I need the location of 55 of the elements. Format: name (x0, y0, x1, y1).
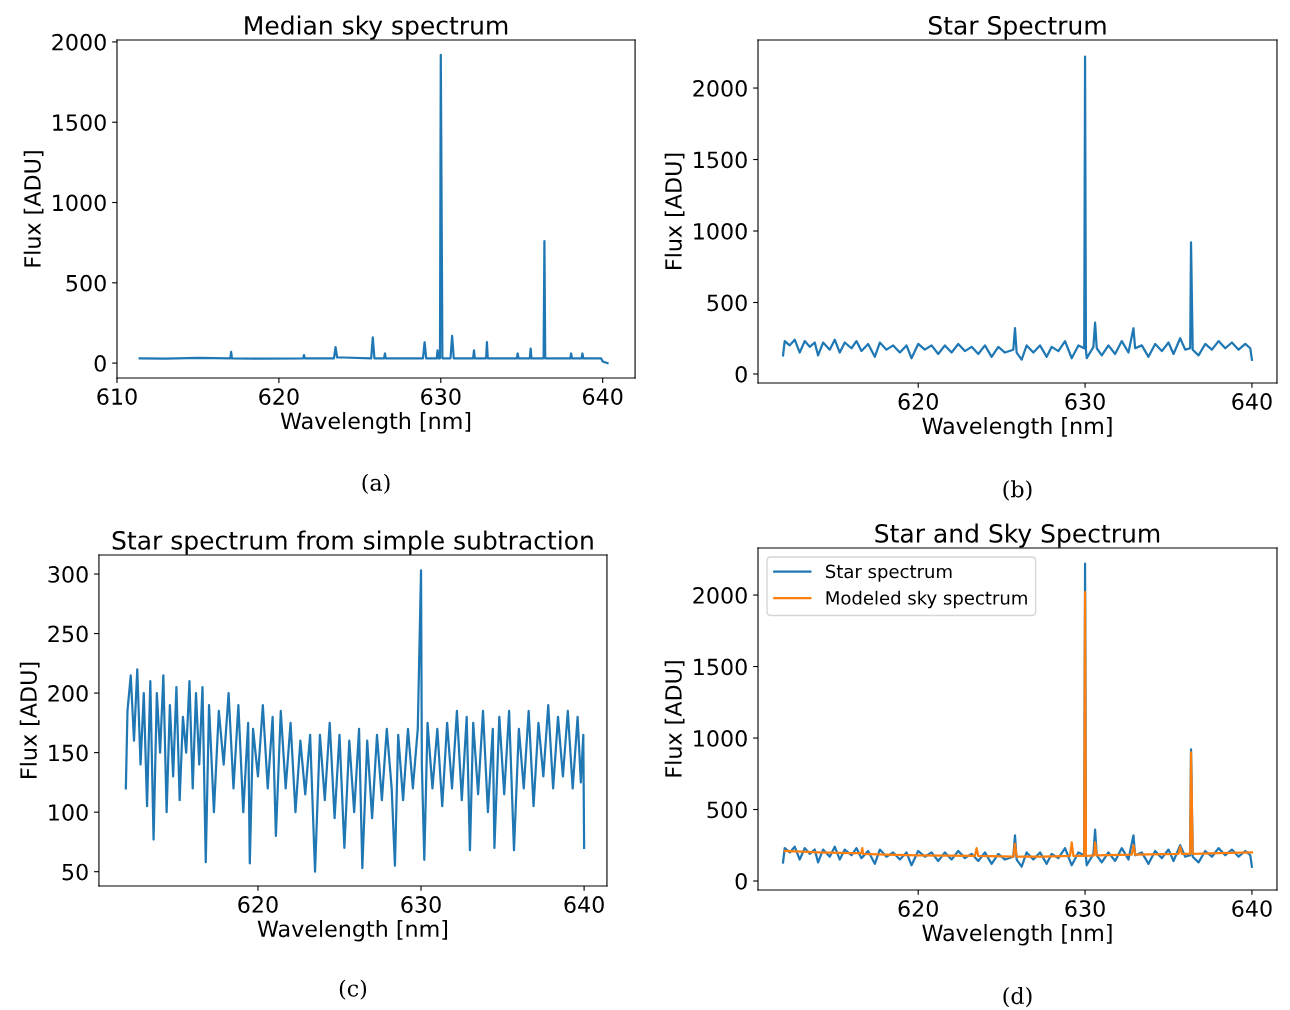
y-tick-label: 1500 (694, 658, 747, 676)
x-axis-title: Wavelength [nm] (257, 919, 448, 942)
chart-title: Median sky spectrum (245, 15, 508, 40)
y-tick-label: 1000 (694, 222, 747, 240)
y-tick-label: 500 (66, 274, 106, 292)
y-tick-label: 300 (48, 565, 88, 583)
y-tick-label: 250 (48, 625, 88, 643)
y-tick-label: 500 (707, 294, 747, 312)
y-tick-label: 1500 (694, 151, 747, 169)
x-tick-label: 640 (583, 388, 623, 405)
y-tick-label: 1500 (53, 114, 106, 131)
x-axis-title: Wavelength [nm] (280, 412, 471, 434)
x-axis-title: Wavelength [nm] (922, 417, 1112, 439)
x-tick-label: 640 (564, 896, 604, 913)
y-tick-label: 500 (707, 801, 747, 819)
x-tick-label: 620 (259, 388, 299, 405)
line-series (138, 53, 609, 365)
x-tick-label: 630 (421, 388, 461, 405)
line-series (781, 55, 1254, 361)
y-tick-label: 1000 (694, 729, 747, 747)
y-tick-label: 50 (62, 863, 88, 881)
x-tick-label: 620 (898, 900, 938, 917)
text: (b) (1003, 480, 1032, 501)
chart-title: Star and Sky Spectrum (875, 523, 1160, 548)
y-tick-label: 0 (94, 355, 106, 372)
line-series (124, 569, 586, 873)
text: (d) (1003, 986, 1032, 1008)
x-tick-label: 620 (898, 393, 938, 410)
y-axis-title: Flux [ADU] (664, 661, 685, 777)
x-tick-label: 630 (1065, 900, 1105, 917)
y-tick-label: 0 (735, 872, 747, 890)
chart-title: Star spectrum from simple subtraction (112, 530, 593, 555)
y-axis-title: Flux [ADU] (19, 662, 40, 778)
chart-title: Star Spectrum (928, 15, 1106, 40)
x-axis-title: Wavelength [nm] (922, 924, 1112, 946)
x-tick-label: 620 (238, 896, 278, 913)
y-axis-title: Flux [ADU] (664, 153, 685, 269)
x-tick-label: 640 (1232, 900, 1272, 917)
x-tick-label: 640 (1232, 393, 1272, 410)
y-tick-label: 2000 (693, 587, 747, 604)
y-tick-label: 2000 (52, 33, 106, 51)
y-tick-label: 2000 (693, 79, 747, 97)
legend-label: Modeled sky spectrum (826, 590, 1027, 609)
y-axis-title: Flux [ADU] (23, 151, 44, 267)
text: (a) (362, 473, 390, 495)
legend-label: Star spectrum (826, 564, 952, 582)
x-tick-label: 630 (1065, 393, 1105, 410)
y-tick-label: 0 (735, 365, 747, 383)
y-tick-label: 150 (49, 744, 88, 762)
text: (c) (339, 979, 367, 1000)
y-tick-label: 1000 (53, 194, 106, 212)
y-tick-label: 200 (48, 685, 88, 702)
x-tick-label: 630 (401, 896, 441, 913)
y-tick-label: 100 (49, 804, 88, 821)
x-tick-label: 610 (97, 388, 137, 405)
